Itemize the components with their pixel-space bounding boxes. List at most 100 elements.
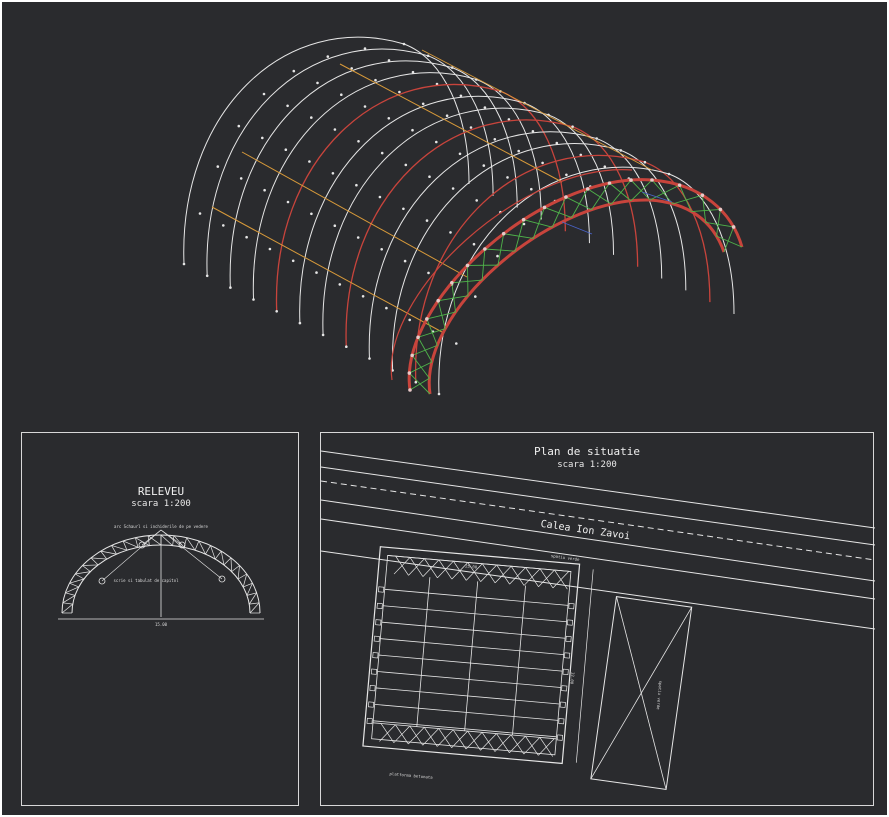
road-edge bbox=[320, 450, 876, 529]
arch-node bbox=[603, 165, 607, 168]
bay-brace bbox=[451, 730, 468, 748]
arch-node bbox=[437, 392, 441, 396]
releveu-note-mid: scrie si tabulat de capitol bbox=[113, 578, 179, 583]
brace-node bbox=[410, 353, 414, 358]
arch-node bbox=[298, 321, 302, 325]
releveu-brace bbox=[90, 557, 107, 560]
brace-diagonal bbox=[451, 279, 483, 284]
brace-diagonal bbox=[609, 182, 632, 202]
bay-brace bbox=[408, 727, 425, 745]
arch-node bbox=[411, 128, 414, 132]
brace-diagonal bbox=[532, 207, 545, 239]
bay-brace bbox=[480, 564, 497, 582]
road-edge bbox=[320, 518, 876, 600]
releveu-post bbox=[122, 540, 128, 551]
brace-diagonal bbox=[411, 355, 430, 379]
releveu-post bbox=[69, 582, 79, 588]
releveu-brace bbox=[82, 564, 99, 566]
purlin-line bbox=[211, 206, 443, 333]
brace-diagonal bbox=[691, 208, 721, 212]
arch-node bbox=[340, 93, 343, 96]
releveu-dimension: 15.00 bbox=[155, 622, 168, 627]
brace-node bbox=[650, 178, 654, 182]
ridge-line bbox=[421, 49, 653, 171]
arch-node bbox=[541, 161, 544, 165]
arch-node bbox=[445, 114, 449, 117]
arch-node bbox=[229, 286, 232, 289]
brace-diagonal bbox=[679, 184, 692, 212]
bay-brace bbox=[509, 567, 526, 585]
brace-node bbox=[731, 225, 736, 229]
column-marker bbox=[370, 668, 378, 675]
arch-node bbox=[310, 116, 313, 119]
arch-node bbox=[427, 271, 430, 275]
plan-title: Plan de situatie bbox=[534, 445, 640, 458]
arch-node bbox=[368, 357, 371, 360]
purlin-line bbox=[339, 63, 563, 183]
arch-node bbox=[316, 81, 319, 85]
releveu-post bbox=[75, 573, 85, 580]
brace-diagonal bbox=[411, 344, 438, 356]
brace-diagonal bbox=[701, 195, 707, 223]
arch-node bbox=[205, 274, 209, 278]
arch-node bbox=[571, 125, 574, 128]
releveu-brace bbox=[147, 535, 162, 546]
arch-node bbox=[239, 177, 243, 180]
arch-node bbox=[449, 231, 452, 234]
releveu-brace bbox=[248, 592, 257, 605]
arch-node bbox=[595, 137, 598, 140]
arch-rib bbox=[206, 48, 494, 276]
bay-brace bbox=[422, 559, 440, 577]
releveu-post bbox=[246, 592, 257, 596]
arch-node bbox=[455, 342, 458, 345]
arch-node bbox=[182, 262, 186, 266]
arch-node bbox=[374, 78, 377, 82]
releveu-post bbox=[243, 582, 253, 588]
releveu-brace bbox=[122, 540, 139, 548]
brace-node bbox=[542, 205, 547, 210]
brace-diagonal bbox=[705, 222, 734, 228]
arch-node bbox=[472, 242, 476, 246]
arch-node bbox=[458, 152, 462, 156]
arch-node bbox=[507, 118, 511, 121]
brace-diagonal bbox=[503, 233, 534, 239]
column-marker bbox=[561, 685, 568, 692]
column-marker bbox=[559, 701, 566, 708]
bay-brace bbox=[509, 735, 526, 754]
releveu-post bbox=[237, 573, 247, 580]
arch-node bbox=[402, 207, 405, 211]
plan-scale: scara 1:200 bbox=[557, 460, 617, 470]
arch-node bbox=[531, 130, 535, 133]
releveu-post bbox=[223, 557, 232, 566]
brace-diagonal bbox=[426, 311, 456, 320]
column-marker bbox=[376, 602, 383, 610]
plan-drawing: Plan de situatie scara 1:200 Calea Ion Z… bbox=[320, 445, 876, 790]
releveu-brace bbox=[160, 534, 173, 546]
arch-node bbox=[363, 105, 367, 108]
arch-node bbox=[403, 259, 407, 263]
arch-node bbox=[451, 187, 455, 190]
frame-divider bbox=[416, 577, 431, 727]
arch-node bbox=[261, 136, 264, 140]
brace-diagonal bbox=[630, 179, 651, 201]
green-space-cross bbox=[590, 607, 693, 780]
arch-node bbox=[506, 176, 509, 179]
arch-node bbox=[291, 259, 295, 263]
releveu-node-marker bbox=[218, 575, 226, 583]
brace-diagonal bbox=[409, 372, 431, 395]
arch-node bbox=[338, 283, 342, 286]
brace-diagonal bbox=[426, 318, 438, 346]
releveu-post bbox=[65, 592, 76, 596]
releveu-leader bbox=[160, 529, 223, 580]
arch-node bbox=[275, 310, 279, 313]
plan-geometry bbox=[320, 450, 876, 790]
releveu-node-marker bbox=[178, 541, 186, 549]
side-dimension-line bbox=[575, 569, 594, 763]
road-centerline bbox=[320, 480, 876, 561]
arch-node bbox=[385, 306, 388, 310]
bay-brace bbox=[466, 563, 483, 581]
column-marker bbox=[566, 619, 574, 626]
releveu-brace bbox=[75, 571, 91, 575]
releveu-brace bbox=[69, 578, 85, 584]
bay-brace bbox=[538, 738, 555, 756]
